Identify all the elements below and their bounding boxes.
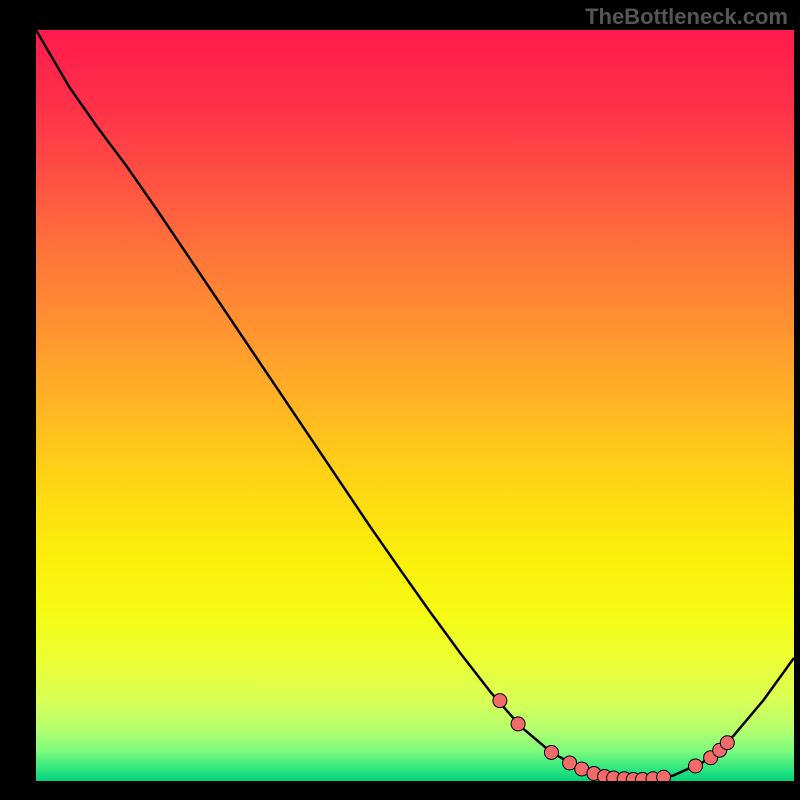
curve-markers bbox=[36, 30, 794, 781]
plot-area bbox=[36, 30, 794, 781]
watermark-text: TheBottleneck.com bbox=[585, 4, 788, 30]
chart-container: TheBottleneck.com bbox=[0, 0, 800, 800]
